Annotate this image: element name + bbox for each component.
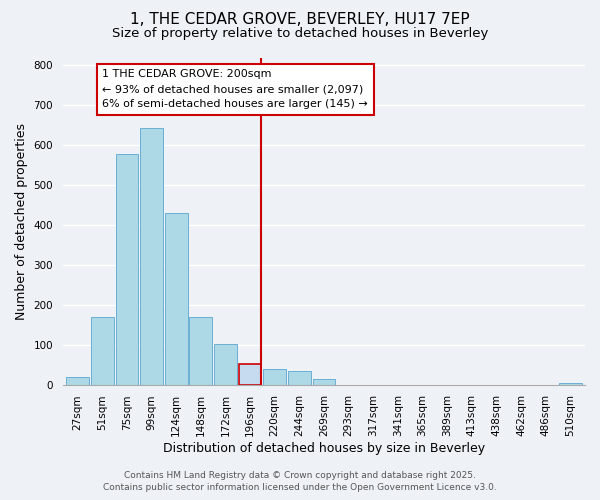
Bar xyxy=(91,317,113,384)
Text: 1, THE CEDAR GROVE, BEVERLEY, HU17 7EP: 1, THE CEDAR GROVE, BEVERLEY, HU17 7EP xyxy=(130,12,470,28)
Bar xyxy=(288,372,311,384)
Bar xyxy=(239,364,262,384)
Bar xyxy=(140,128,163,384)
Bar xyxy=(313,380,335,384)
Bar xyxy=(116,154,138,384)
X-axis label: Distribution of detached houses by size in Beverley: Distribution of detached houses by size … xyxy=(163,442,485,455)
Text: 1 THE CEDAR GROVE: 200sqm
← 93% of detached houses are smaller (2,097)
6% of sem: 1 THE CEDAR GROVE: 200sqm ← 93% of detac… xyxy=(103,70,368,109)
Text: Contains HM Land Registry data © Crown copyright and database right 2025.
Contai: Contains HM Land Registry data © Crown c… xyxy=(103,471,497,492)
Text: Size of property relative to detached houses in Beverley: Size of property relative to detached ho… xyxy=(112,28,488,40)
Bar xyxy=(263,368,286,384)
Y-axis label: Number of detached properties: Number of detached properties xyxy=(15,122,28,320)
Bar xyxy=(190,317,212,384)
Bar xyxy=(214,344,237,384)
Bar xyxy=(67,376,89,384)
Bar xyxy=(165,213,188,384)
